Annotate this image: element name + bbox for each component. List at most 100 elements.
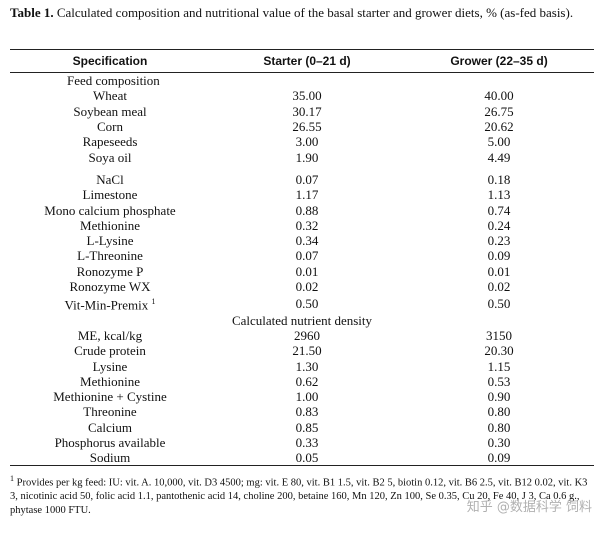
row-label: ME, kcal/kg xyxy=(10,328,210,343)
section-row: Calculated nutrient density xyxy=(10,312,594,328)
grower-value: 0.90 xyxy=(487,389,511,405)
row-label-text: Lysine xyxy=(92,358,128,374)
starter-value: 0.02 xyxy=(295,279,319,294)
table-row: Ronozyme WX 0.02 0.02 xyxy=(10,279,594,294)
table-row: Calcium 0.85 0.80 xyxy=(10,420,594,435)
row-label: Methionine xyxy=(10,374,210,389)
starter-value: 0.07 xyxy=(295,171,319,187)
table-row: Methionine 0.32 0.24 xyxy=(10,218,594,233)
table-row: Sodium 0.05 0.09 xyxy=(10,450,594,466)
row-label: Rapeseeds xyxy=(10,134,210,149)
row-label: Corn xyxy=(10,119,210,134)
row-label: Phosphorus available xyxy=(10,435,210,450)
row-label-text: Methionine xyxy=(80,217,140,233)
table-row: Mono calcium phosphate 0.88 0.74 xyxy=(10,202,594,218)
starter-value: 0.62 xyxy=(295,373,319,389)
table-row: Soybean meal 30.17 26.75 xyxy=(10,104,594,119)
footnote-ref: 1 xyxy=(151,297,156,307)
row-label: Ronozyme WX xyxy=(10,279,210,294)
spacer-row xyxy=(10,165,594,172)
row-label-text: Ronozyme P xyxy=(76,263,144,279)
row-label-text: Methionine xyxy=(80,373,140,389)
starter-value: 1.30 xyxy=(295,358,319,374)
starter-value: 1.17 xyxy=(295,187,319,203)
row-label-text: ME, kcal/kg xyxy=(77,327,143,343)
spacer-cell xyxy=(10,165,594,172)
row-label: Limestone xyxy=(10,187,210,202)
footnote-marker: 1 xyxy=(10,474,14,483)
table-body: Feed composition Wheat 35.00 40.00 Soybean m… xyxy=(10,73,594,466)
section-row: Feed composition xyxy=(10,73,594,89)
row-label-text: Wheat xyxy=(93,88,127,104)
row-label-text: Soya oil xyxy=(88,149,132,165)
starter-value: 0.05 xyxy=(295,450,319,466)
grower-value: 20.30 xyxy=(484,343,514,359)
table-row: Lysine 1.30 1.15 xyxy=(10,358,594,374)
grower-value: 0.09 xyxy=(487,248,511,264)
footnote-text: Provides per kg feed: IU: vit. A. 10,000… xyxy=(10,477,588,516)
table-caption: Table 1. Calculated composition and nutr… xyxy=(10,4,594,22)
starter-value: 0.32 xyxy=(295,217,319,233)
row-label: Soya oil xyxy=(10,149,210,165)
starter-value: 0.01 xyxy=(295,263,319,279)
starter-value: 30.17 xyxy=(292,103,322,119)
row-label-text: Ronozyme WX xyxy=(69,279,151,294)
starter-value: 0.34 xyxy=(295,233,319,249)
composition-table: Specification Starter (0–21 d) Grower (2… xyxy=(10,49,594,466)
table-row: Wheat 35.00 40.00 xyxy=(10,88,594,103)
row-label-text: NaCl xyxy=(96,171,124,187)
row-label-text: L-Threonine xyxy=(77,248,143,264)
row-label-text: Methionine + Cystine xyxy=(53,389,167,405)
row-label-text: Sodium xyxy=(89,450,131,466)
grower-value: 3150 xyxy=(486,327,512,343)
grower-value: 0.80 xyxy=(487,419,511,435)
row-label-text: Crude protein xyxy=(74,343,146,359)
grower-value: 0.53 xyxy=(487,373,511,389)
row-label: Methionine xyxy=(10,218,210,233)
grower-value: 1.15 xyxy=(487,358,511,374)
grower-value: 0.09 xyxy=(487,450,511,466)
row-label-text: Mono calcium phosphate xyxy=(44,202,176,218)
starter-value: 1.90 xyxy=(295,149,319,165)
row-label-text: Phosphorus available xyxy=(54,435,166,450)
table-row: Vit-Min-Premix 1 0.50 0.50 xyxy=(10,294,594,313)
row-label-text: Threonine xyxy=(83,404,137,420)
grower-value: 0.24 xyxy=(487,217,511,233)
row-label-text: Soybean meal xyxy=(73,103,147,119)
grower-value: 0.18 xyxy=(487,171,511,187)
grower-value: 5.00 xyxy=(487,134,511,150)
grower-value: 20.62 xyxy=(484,119,514,135)
header-grower: Grower (22–35 d) xyxy=(450,54,548,68)
starter-value: 3.00 xyxy=(295,134,319,150)
row-label: Wheat xyxy=(10,88,210,103)
grower-value: 26.75 xyxy=(484,103,514,119)
row-label: L-Lysine xyxy=(10,233,210,248)
starter-value: 2960 xyxy=(294,327,320,343)
row-label-text: Limestone xyxy=(82,187,138,203)
header-starter: Starter (0–21 d) xyxy=(263,54,351,68)
row-label-text: Rapeseeds xyxy=(82,134,138,150)
row-label: Lysine xyxy=(10,358,210,374)
starter-value: 26.55 xyxy=(292,119,322,135)
table-row: ME, kcal/kg 2960 3150 xyxy=(10,328,594,343)
grower-value: 4.49 xyxy=(487,149,511,165)
table-row: Methionine + Cystine 1.00 0.90 xyxy=(10,389,594,404)
starter-value: 1.00 xyxy=(295,389,319,405)
grower-value: 0.80 xyxy=(487,404,511,420)
starter-value: 35.00 xyxy=(292,88,322,104)
table-row: Crude protein 21.50 20.30 xyxy=(10,343,594,358)
row-label: NaCl xyxy=(10,172,210,187)
starter-value: 0.07 xyxy=(295,248,319,264)
row-label-text: Calcium xyxy=(87,419,133,435)
row-label: Vit-Min-Premix 1 xyxy=(10,294,210,312)
table-row: Ronozyme P 0.01 0.01 xyxy=(10,264,594,279)
starter-value: 21.50 xyxy=(292,343,322,359)
starter-value: 0.83 xyxy=(295,404,319,420)
watermark: 知乎 @数据科学 饲料 xyxy=(466,500,592,515)
row-label-text: L-Lysine xyxy=(86,233,134,249)
section-label: Calculated nutrient density xyxy=(231,312,373,328)
caption-label: Table 1. xyxy=(10,5,54,20)
table-row: Corn 26.55 20.62 xyxy=(10,119,594,134)
section-label: Feed composition xyxy=(67,73,160,89)
starter-value: 0.88 xyxy=(295,202,319,218)
